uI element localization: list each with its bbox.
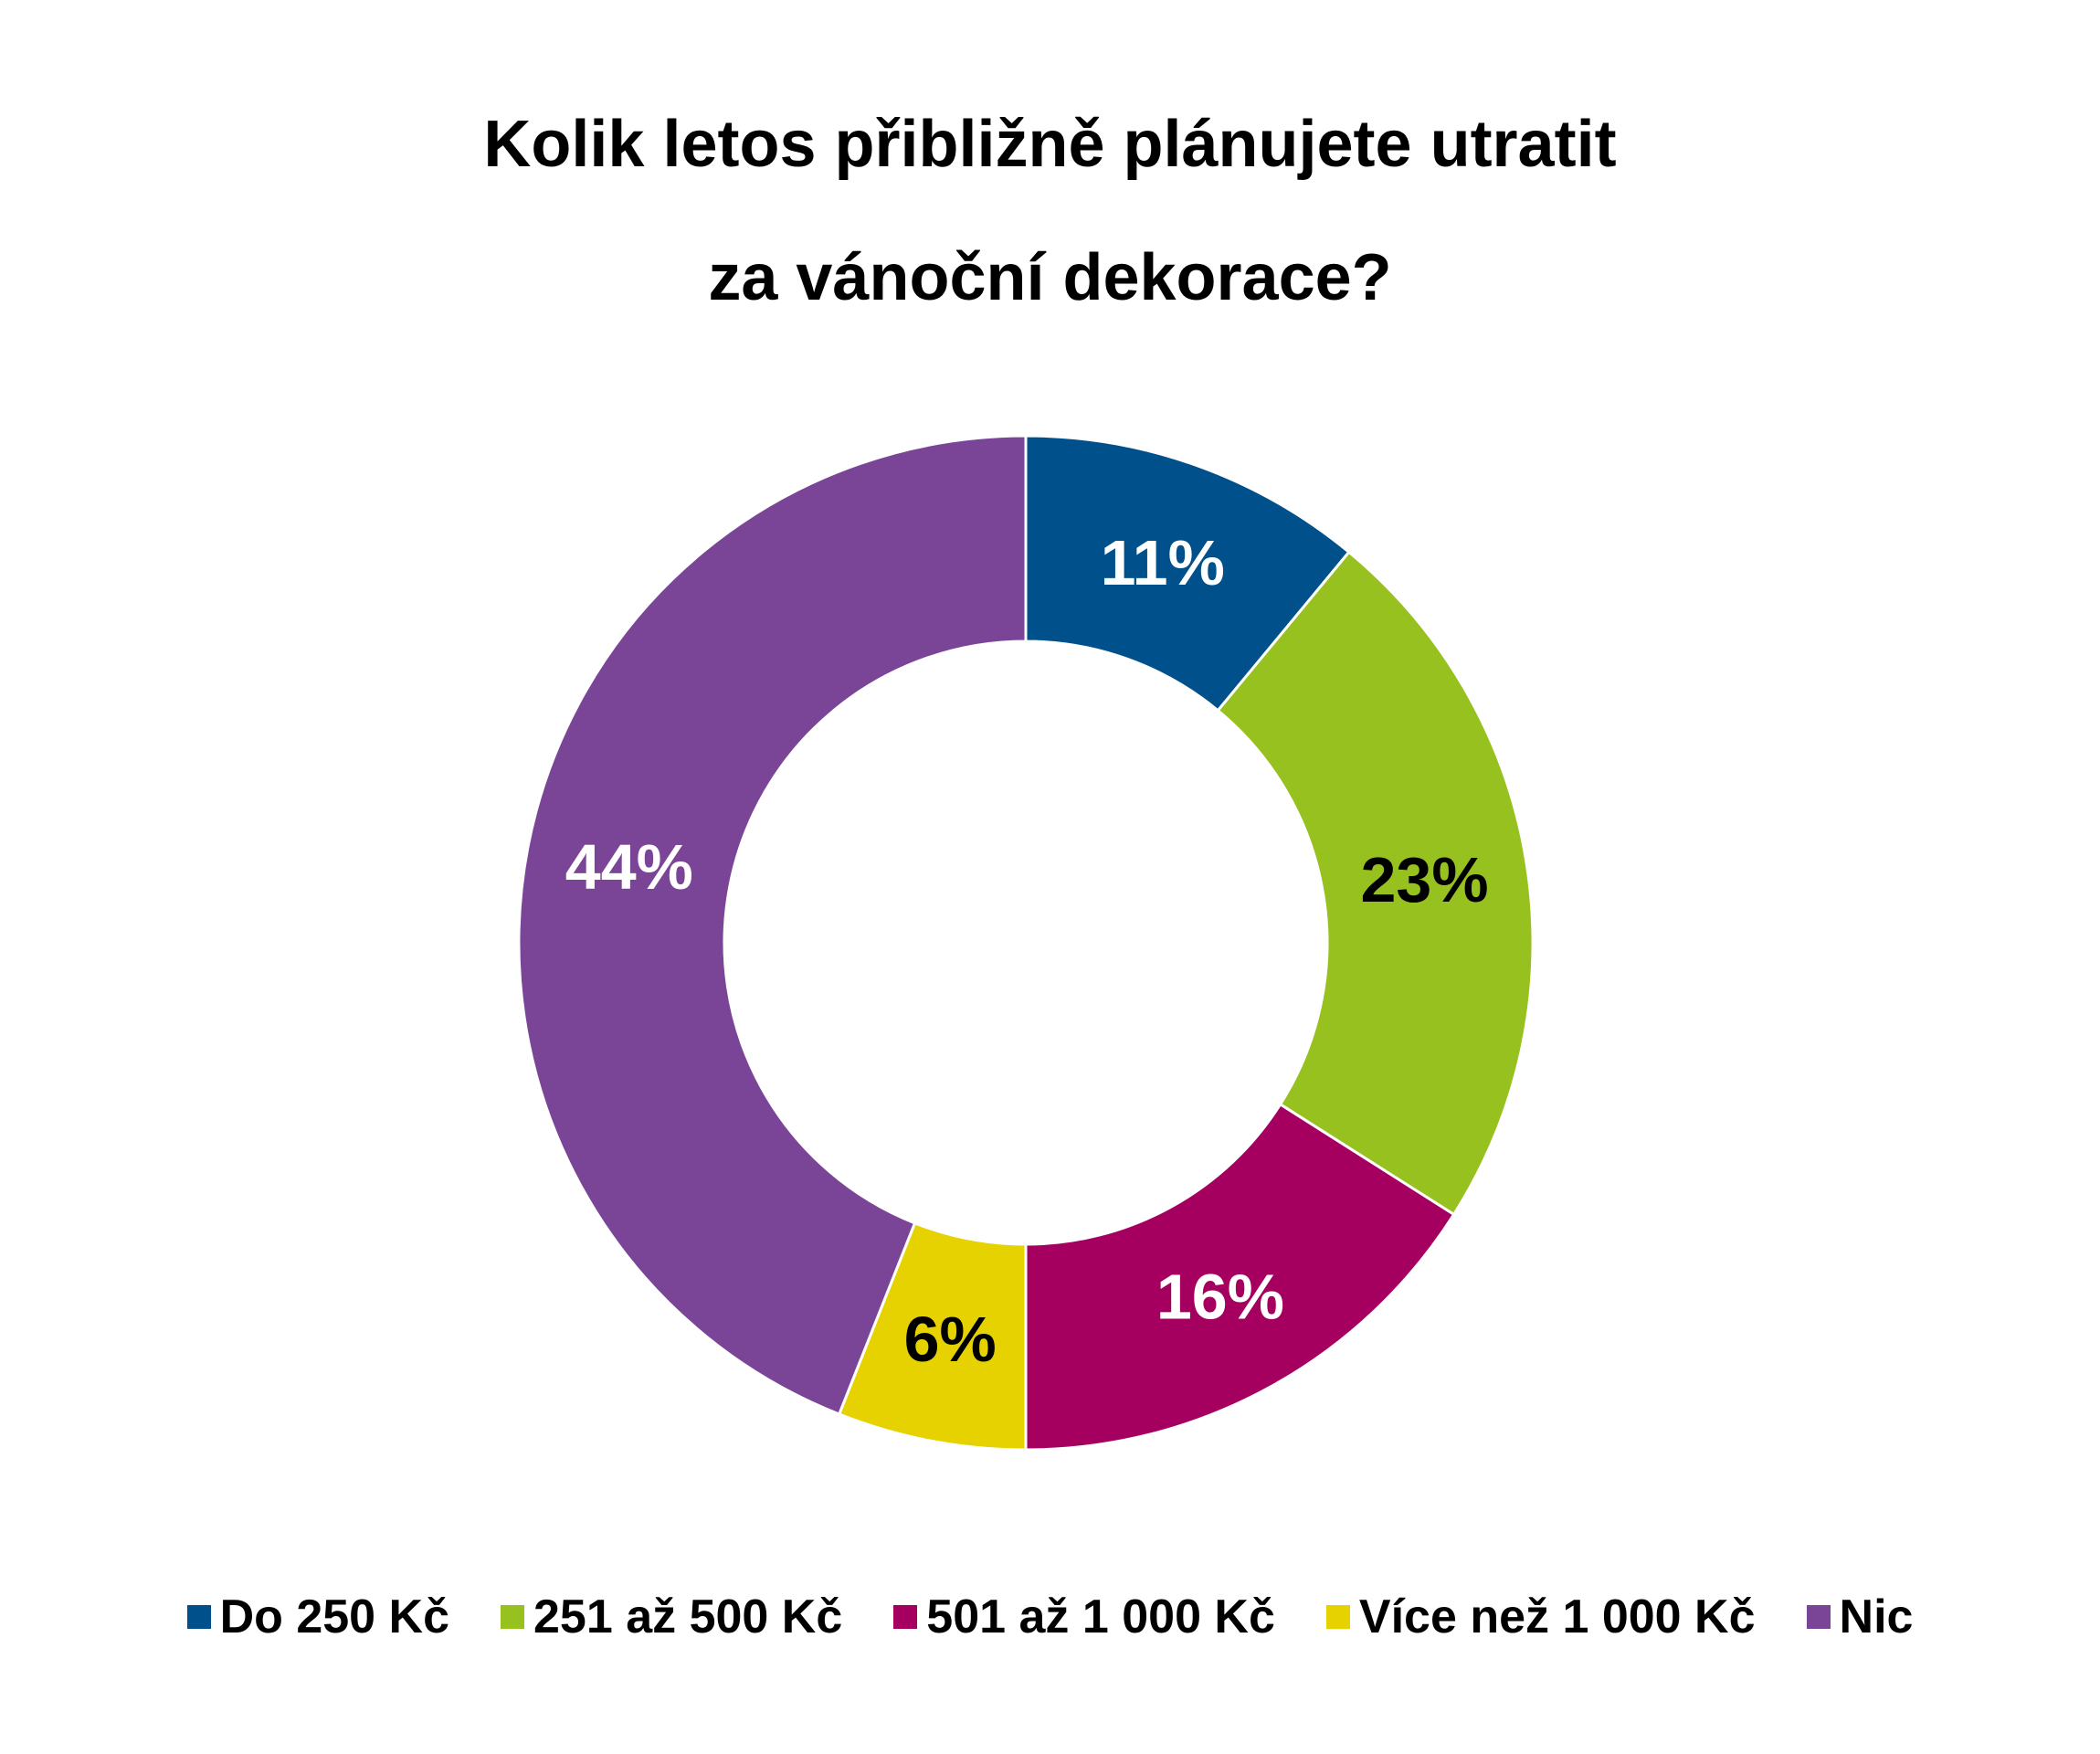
data-label-vice-1000: 6% xyxy=(904,1304,997,1375)
legend-item-vice-1000: Více než 1 000 Kč xyxy=(1325,1590,1756,1644)
chart-title-line-2: za vánoční dekorace? xyxy=(708,241,1392,314)
data-label-501-1000: 16% xyxy=(1156,1261,1284,1332)
legend-label: 501 až 1 000 Kč xyxy=(926,1590,1275,1643)
data-label-nic: 44% xyxy=(565,831,693,903)
slice-251-500 xyxy=(1216,550,1535,1217)
data-label-251-500: 23% xyxy=(1361,844,1489,915)
data-label-do-250: 11% xyxy=(1101,527,1225,598)
slice-501-1000 xyxy=(1024,1102,1456,1452)
donut-slices xyxy=(517,434,1535,1452)
legend-item-501-1000: 501 až 1 000 Kč xyxy=(893,1590,1275,1644)
legend-swatch xyxy=(893,1605,918,1629)
legend-swatch xyxy=(186,1605,211,1629)
legend-swatch xyxy=(501,1605,525,1629)
legend-label: Více než 1 000 Kč xyxy=(1358,1590,1756,1643)
donut-data-labels: 11% 23% 16% 6% 44% xyxy=(565,527,1489,1375)
chart-title-line-1: Kolik letos přibližně plánujete utratit xyxy=(483,108,1617,181)
slice-nic xyxy=(517,434,1028,1416)
legend-item-nic: Nic xyxy=(1806,1590,1914,1644)
legend-label: Do 250 Kč xyxy=(219,1590,450,1643)
chart-title: Kolik letos přibližně plánujete utratit … xyxy=(0,78,2100,344)
legend-swatch xyxy=(1806,1605,1831,1629)
legend-label: 251 až 500 Kč xyxy=(533,1590,843,1643)
legend-label: Nic xyxy=(1839,1590,1914,1643)
chart-legend: Do 250 Kč 251 až 500 Kč 501 až 1 000 Kč … xyxy=(0,1580,2100,1654)
legend-item-do-250: Do 250 Kč xyxy=(186,1590,450,1644)
legend-item-251-500: 251 až 500 Kč xyxy=(501,1590,842,1644)
legend-swatch xyxy=(1325,1605,1350,1629)
